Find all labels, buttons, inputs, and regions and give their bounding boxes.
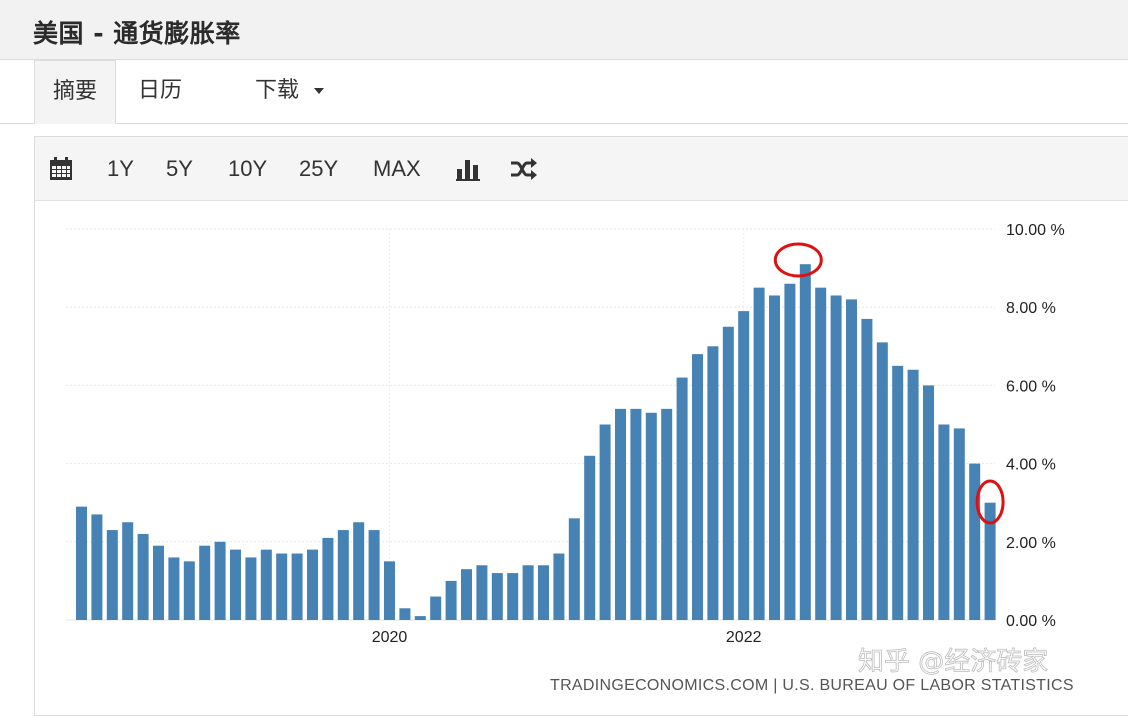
bar[interactable] xyxy=(676,377,688,620)
latest-highlight-circle xyxy=(975,479,1005,525)
bar[interactable] xyxy=(414,616,426,620)
bar[interactable] xyxy=(661,408,673,620)
bar[interactable] xyxy=(245,557,257,620)
bar[interactable] xyxy=(846,299,857,620)
bar[interactable] xyxy=(568,518,580,620)
bar[interactable] xyxy=(599,424,611,621)
bar[interactable] xyxy=(938,424,950,621)
range-5y-button[interactable]: 5Y xyxy=(166,156,193,181)
bar[interactable] xyxy=(353,522,365,620)
peak-highlight-circle xyxy=(773,242,823,278)
tab-summary[interactable]: 摘要 xyxy=(34,60,116,124)
bar[interactable] xyxy=(769,295,780,620)
bar[interactable] xyxy=(722,326,734,620)
tab-summary-label: 摘要 xyxy=(52,79,97,104)
bar[interactable] xyxy=(799,264,811,620)
bar[interactable] xyxy=(892,365,904,620)
bar[interactable] xyxy=(584,455,596,620)
bar[interactable] xyxy=(476,565,488,620)
bar[interactable] xyxy=(876,342,888,620)
bar[interactable] xyxy=(953,428,965,620)
bar[interactable] xyxy=(861,318,873,620)
x-tick-label: 2022 xyxy=(726,629,762,646)
bar[interactable] xyxy=(707,346,719,620)
bar-series xyxy=(76,264,996,620)
bar[interactable] xyxy=(137,533,149,620)
bar[interactable] xyxy=(907,369,919,620)
highlight-annotations xyxy=(773,242,1005,525)
range-10y-button[interactable]: 10Y xyxy=(228,156,268,181)
tab-download-label: 下载 xyxy=(255,78,300,103)
bar[interactable] xyxy=(984,502,996,620)
tab-calendar-label: 日历 xyxy=(138,78,183,103)
bar[interactable] xyxy=(784,283,796,620)
bar[interactable] xyxy=(630,408,642,620)
bar[interactable] xyxy=(106,530,118,620)
bar[interactable] xyxy=(91,514,103,620)
axis-labels: 0.00 % 2.00 % 4.00 % 6.00 % 8.00 % 10.00 % 202… xyxy=(372,222,1065,646)
bar[interactable] xyxy=(507,573,519,620)
y-tick-label: 8.00 % xyxy=(1006,300,1056,317)
bar[interactable] xyxy=(260,549,272,620)
bar[interactable] xyxy=(337,530,349,620)
tab-calendar[interactable]: 日历 xyxy=(138,60,182,124)
bar-chart-icon[interactable] xyxy=(456,137,480,201)
bar[interactable] xyxy=(384,561,395,620)
bar[interactable] xyxy=(430,596,442,620)
shuffle-icon[interactable] xyxy=(510,137,538,201)
bar[interactable] xyxy=(738,311,750,620)
caret-down-icon xyxy=(314,88,325,94)
tab-download[interactable]: 下载 xyxy=(255,60,325,124)
bar[interactable] xyxy=(615,408,626,620)
y-tick-label: 2.00 % xyxy=(1006,535,1056,552)
bar[interactable] xyxy=(461,569,472,620)
bar[interactable] xyxy=(322,537,334,620)
x-tick-label: 2020 xyxy=(372,629,408,646)
bar[interactable] xyxy=(815,287,827,620)
bar[interactable] xyxy=(291,553,303,620)
bar[interactable] xyxy=(368,530,380,620)
range-max-button[interactable]: MAX xyxy=(373,156,421,181)
bar[interactable] xyxy=(230,549,241,620)
title-bar: 美国 - 通货膨胀率 xyxy=(0,0,1128,60)
watermark: 知乎 @经济砖家 xyxy=(858,647,1048,677)
range-25y-button[interactable]: 25Y xyxy=(299,156,339,181)
page-title: 美国 - 通货膨胀率 xyxy=(33,19,241,48)
source-text: TRADINGECONOMICS.COM | U.S. BUREAU OF LA… xyxy=(550,677,1074,694)
bar[interactable] xyxy=(923,385,934,620)
calendar-icon[interactable] xyxy=(49,137,75,201)
bar[interactable] xyxy=(307,549,318,620)
bar[interactable] xyxy=(214,541,226,620)
bar[interactable] xyxy=(76,506,87,620)
bar[interactable] xyxy=(153,545,164,620)
bar[interactable] xyxy=(445,580,457,620)
bar[interactable] xyxy=(199,545,211,620)
bar[interactable] xyxy=(692,354,703,620)
chart-toolbar: 1Y 5Y 10Y 25Y MAX xyxy=(35,137,1128,201)
y-tick-label: 6.00 % xyxy=(1006,378,1056,395)
bar[interactable] xyxy=(830,295,842,620)
bar[interactable] xyxy=(276,553,288,620)
bar[interactable] xyxy=(122,522,134,620)
bar[interactable] xyxy=(645,412,657,620)
bar[interactable] xyxy=(553,553,565,620)
bar[interactable] xyxy=(969,463,981,620)
y-tick-label: 10.00 % xyxy=(1006,222,1065,239)
bar[interactable] xyxy=(522,565,534,620)
y-tick-label: 0.00 % xyxy=(1006,613,1056,630)
bar[interactable] xyxy=(538,565,549,620)
bar[interactable] xyxy=(491,573,503,620)
bar[interactable] xyxy=(753,287,765,620)
bar[interactable] xyxy=(168,557,180,620)
y-tick-label: 4.00 % xyxy=(1006,457,1056,474)
bar[interactable] xyxy=(183,561,195,620)
tab-bar: 摘要 日历 下载 xyxy=(0,60,1128,124)
range-1y-button[interactable]: 1Y xyxy=(107,156,134,181)
bar[interactable] xyxy=(399,608,411,620)
